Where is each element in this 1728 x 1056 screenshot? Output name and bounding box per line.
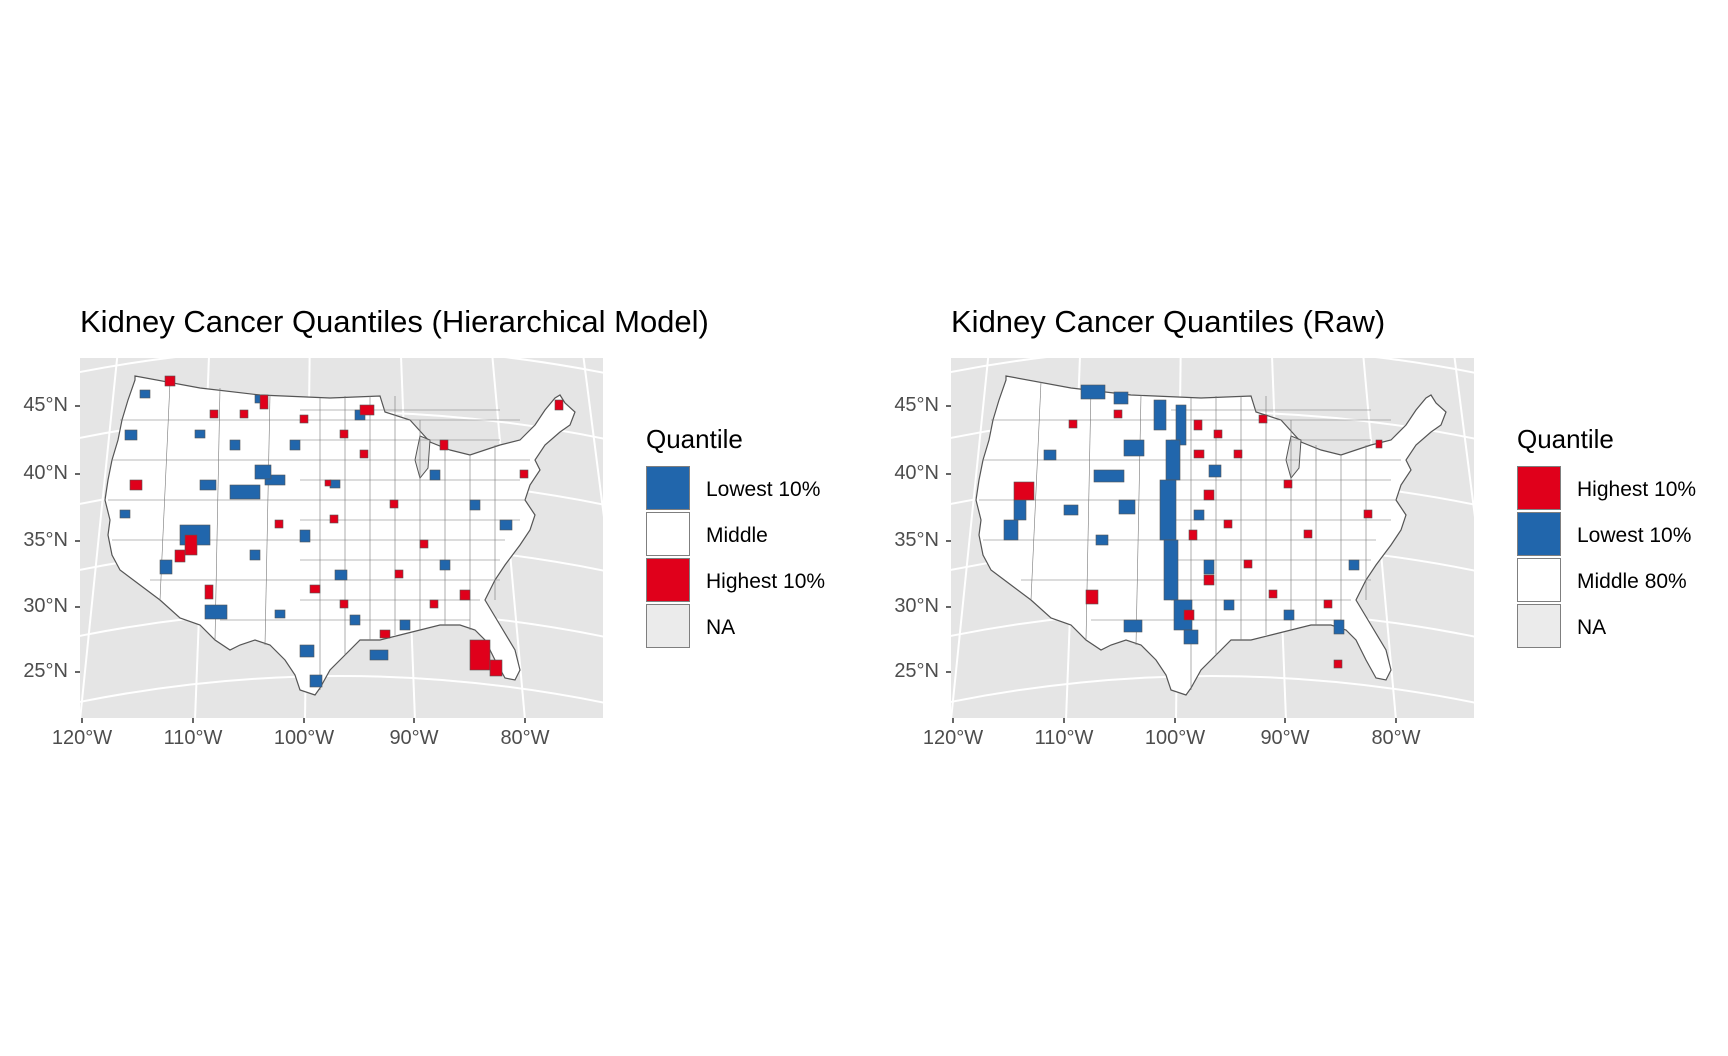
legend-title: Quantile — [646, 424, 743, 454]
legend-key-middle — [646, 512, 690, 556]
x-tick-label: 80°W — [500, 727, 550, 749]
legend-title: Quantile — [1517, 424, 1614, 454]
county-fills-red — [129, 375, 564, 677]
chart-title: Kidney Cancer Quantiles (Hierarchical Mo… — [80, 304, 709, 339]
us-counties-map — [975, 375, 1447, 696]
legend-label: Highest 10% — [706, 570, 826, 593]
axis-ticks — [946, 405, 1397, 723]
legend-label: Lowest 10% — [706, 478, 821, 501]
legend-label: NA — [1577, 616, 1607, 639]
y-tick-label: 45°N — [894, 394, 939, 416]
lake-michigan — [1285, 435, 1302, 480]
y-tick-label: 30°N — [894, 595, 939, 617]
y-tick-label: 35°N — [894, 529, 939, 551]
map-plot — [75, 358, 603, 723]
x-tick-label: 80°W — [1371, 727, 1421, 749]
y-tick-label: 40°N — [23, 462, 68, 484]
y-tick-label: 45°N — [23, 394, 68, 416]
chart-title: Kidney Cancer Quantiles (Raw) — [951, 304, 1386, 339]
map-panel-hierarchical: Kidney Cancer Quantiles (Hierarchical Mo… — [23, 304, 826, 749]
y-tick-label: 30°N — [23, 595, 68, 617]
us-counties-map — [104, 375, 576, 696]
y-tick-label: 40°N — [894, 462, 939, 484]
map-plot — [946, 358, 1474, 723]
legend-label: Middle 80% — [1577, 570, 1687, 593]
y-tick-label: 25°N — [23, 660, 68, 682]
axis-ticks — [75, 405, 526, 723]
y-tick-label: 25°N — [894, 660, 939, 682]
legend-key-middle — [1517, 558, 1561, 602]
legend-key-na — [646, 604, 690, 648]
legend-key-highest — [1517, 466, 1561, 510]
legend-key-na — [1517, 604, 1561, 648]
legend-key-lowest — [646, 466, 690, 510]
legend-label: NA — [706, 616, 736, 639]
lake-michigan — [414, 435, 431, 480]
legend-key-highest — [646, 558, 690, 602]
x-tick-label: 90°W — [389, 727, 439, 749]
legend-label: Highest 10% — [1577, 478, 1697, 501]
x-tick-label: 120°W — [922, 727, 984, 749]
county-fills-red — [1013, 409, 1383, 669]
x-tick-label: 110°W — [163, 727, 223, 749]
x-tick-label: 100°W — [273, 727, 335, 749]
map-panel-raw: Kidney Cancer Quantiles (Raw) — [864, 0, 1728, 1056]
x-tick-label: 90°W — [1260, 727, 1310, 749]
legend-label: Middle — [706, 524, 768, 547]
county-fills-blue — [1003, 384, 1360, 645]
legend-key-lowest — [1517, 512, 1561, 556]
county-grid — [108, 381, 530, 690]
x-tick-label: 100°W — [1144, 727, 1206, 749]
x-tick-label: 110°W — [1034, 727, 1094, 749]
y-tick-label: 35°N — [23, 529, 68, 551]
legend-label: Lowest 10% — [1577, 524, 1692, 547]
x-tick-label: 120°W — [51, 727, 113, 749]
